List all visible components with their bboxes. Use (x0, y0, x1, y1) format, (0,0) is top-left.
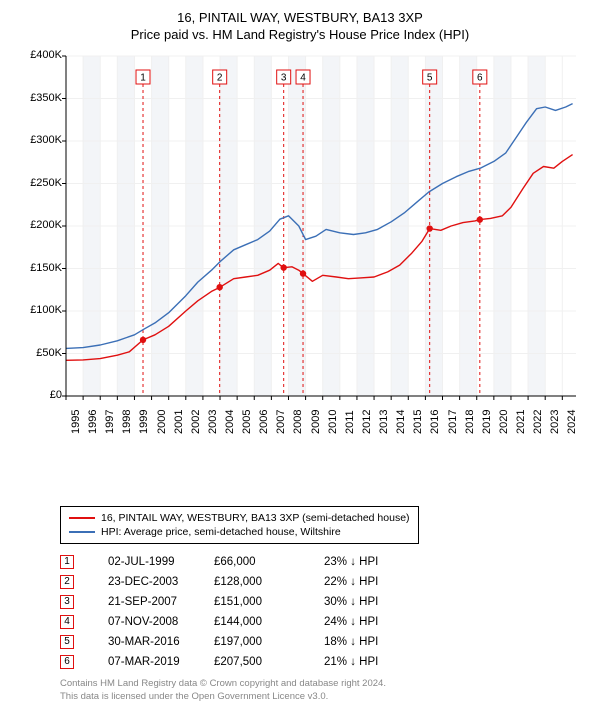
event-date: 07-MAR-2019 (74, 656, 214, 668)
x-tick-label: 1998 (121, 410, 133, 434)
y-tick-label: £200K (20, 219, 62, 231)
x-tick-label: 2014 (395, 410, 407, 434)
title-block: 16, PINTAIL WAY, WESTBURY, BA13 3XP Pric… (20, 10, 580, 42)
event-date: 02-JUL-1999 (74, 556, 214, 568)
event-date: 21-SEP-2007 (74, 596, 214, 608)
y-tick-label: £300K (20, 134, 62, 146)
legend-swatch (69, 531, 95, 533)
y-tick-label: £350K (20, 92, 62, 104)
x-tick-label: 2021 (515, 410, 527, 434)
event-diff: 23% ↓ HPI (324, 556, 434, 568)
x-tick-label: 2016 (429, 410, 441, 434)
event-date: 23-DEC-2003 (74, 576, 214, 588)
title-subtitle: Price paid vs. HM Land Registry's House … (20, 27, 580, 42)
x-tick-label: 2015 (412, 410, 424, 434)
event-row: 223-DEC-2003£128,00022% ↓ HPI (60, 572, 580, 592)
y-tick-label: £100K (20, 304, 62, 316)
event-price: £66,000 (214, 556, 324, 568)
chart-container: 16, PINTAIL WAY, WESTBURY, BA13 3XP Pric… (0, 0, 600, 716)
event-price: £128,000 (214, 576, 324, 588)
x-tick-label: 2022 (532, 410, 544, 434)
event-price: £197,000 (214, 636, 324, 648)
x-tick-label: 1995 (70, 410, 82, 434)
legend-label: HPI: Average price, semi-detached house,… (101, 526, 341, 538)
y-tick-label: £50K (20, 347, 62, 359)
legend-row: 16, PINTAIL WAY, WESTBURY, BA13 3XP (sem… (69, 511, 410, 525)
x-tick-label: 2007 (275, 410, 287, 434)
event-diff: 21% ↓ HPI (324, 656, 434, 668)
events-table: 102-JUL-1999£66,00023% ↓ HPI223-DEC-2003… (60, 552, 580, 672)
x-tick-label: 2019 (481, 410, 493, 434)
x-tick-label: 2024 (566, 410, 578, 434)
x-tick-label: 2005 (241, 410, 253, 434)
x-tick-label: 2009 (310, 410, 322, 434)
footer-note: Contains HM Land Registry data © Crown c… (60, 678, 580, 704)
x-tick-label: 1999 (138, 410, 150, 434)
event-row: 321-SEP-2007£151,00030% ↓ HPI (60, 592, 580, 612)
event-row: 102-JUL-1999£66,00023% ↓ HPI (60, 552, 580, 572)
chart-area: 123456 199519961997199819992000200120022… (20, 48, 580, 448)
event-date: 07-NOV-2008 (74, 616, 214, 628)
x-tick-label: 2002 (190, 410, 202, 434)
y-tick-label: £400K (20, 49, 62, 61)
event-diff: 18% ↓ HPI (324, 636, 434, 648)
y-tick-label: £0 (20, 389, 62, 401)
x-tick-label: 2006 (258, 410, 270, 434)
x-tick-label: 2000 (156, 410, 168, 434)
legend-box: 16, PINTAIL WAY, WESTBURY, BA13 3XP (sem… (60, 506, 419, 544)
x-tick-label: 2011 (344, 410, 356, 434)
x-tick-label: 2018 (464, 410, 476, 434)
x-tick-label: 2001 (173, 410, 185, 434)
legend-row: HPI: Average price, semi-detached house,… (69, 525, 410, 539)
event-marker: 5 (60, 635, 74, 649)
x-tick-label: 1997 (104, 410, 116, 434)
footer-line-2: This data is licensed under the Open Gov… (60, 691, 580, 704)
x-tick-label: 2008 (292, 410, 304, 434)
event-marker: 6 (60, 655, 74, 669)
x-tick-label: 2020 (498, 410, 510, 434)
x-tick-label: 2010 (327, 410, 339, 434)
event-price: £207,500 (214, 656, 324, 668)
event-date: 30-MAR-2016 (74, 636, 214, 648)
x-tick-label: 2004 (224, 410, 236, 434)
title-address: 16, PINTAIL WAY, WESTBURY, BA13 3XP (20, 10, 580, 25)
event-price: £144,000 (214, 616, 324, 628)
axis-labels-layer: 1995 1996 1997 1998 1999 2000 2001 2002 2003 2004… (20, 48, 580, 448)
event-marker: 1 (60, 555, 74, 569)
event-row: 607-MAR-2019£207,50021% ↓ HPI (60, 652, 580, 672)
event-diff: 30% ↓ HPI (324, 596, 434, 608)
y-tick-label: £250K (20, 177, 62, 189)
event-row: 530-MAR-2016£197,00018% ↓ HPI (60, 632, 580, 652)
x-tick-label: 2017 (447, 410, 459, 434)
x-tick-label: 1996 (87, 410, 99, 434)
event-marker: 2 (60, 575, 74, 589)
event-diff: 24% ↓ HPI (324, 616, 434, 628)
event-diff: 22% ↓ HPI (324, 576, 434, 588)
x-tick-label: 2013 (378, 410, 390, 434)
legend-swatch (69, 517, 95, 519)
event-marker: 4 (60, 615, 74, 629)
event-price: £151,000 (214, 596, 324, 608)
x-tick-label: 2023 (549, 410, 561, 434)
event-row: 407-NOV-2008£144,00024% ↓ HPI (60, 612, 580, 632)
y-tick-label: £150K (20, 262, 62, 274)
legend-label: 16, PINTAIL WAY, WESTBURY, BA13 3XP (sem… (101, 512, 410, 524)
x-tick-label: 2003 (207, 410, 219, 434)
event-marker: 3 (60, 595, 74, 609)
x-tick-label: 2012 (361, 410, 373, 434)
